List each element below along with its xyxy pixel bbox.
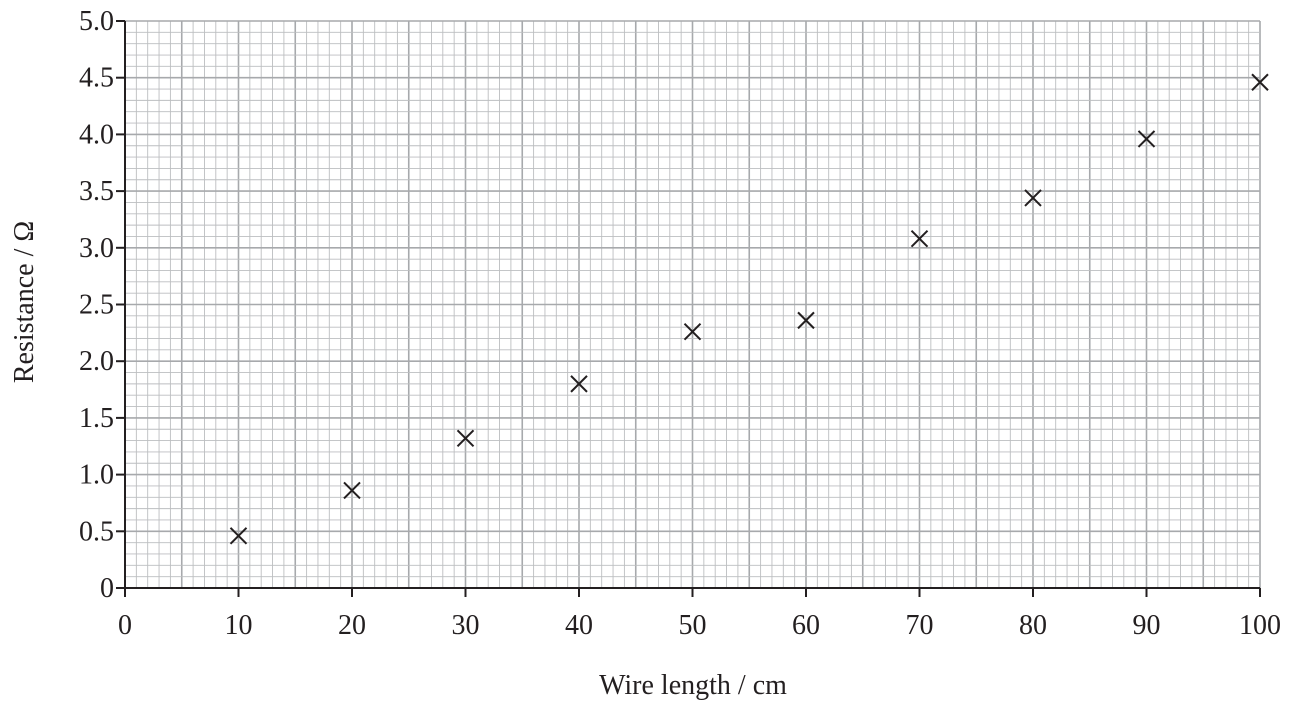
x-tick-label: 60 (792, 610, 820, 641)
cross-stroke (1251, 73, 1269, 91)
x-tick-label: 10 (225, 610, 253, 641)
x-tick-label: 20 (338, 610, 366, 641)
x-tick-label: 50 (679, 610, 707, 641)
data-point-cross (910, 230, 929, 248)
data-point-cross (1024, 189, 1042, 207)
data-point-cross (456, 429, 475, 448)
data-point-cross (229, 527, 248, 545)
chart-grid (124, 20, 1261, 589)
data-point-cross (343, 481, 361, 500)
y-tick-label: 5.0 (79, 6, 114, 37)
x-tick-label: 70 (906, 610, 934, 641)
cross-stroke (1024, 189, 1042, 207)
cross-stroke (1137, 130, 1156, 148)
x-axis-label: Wire length / cm (599, 670, 787, 701)
y-tick-label: 1.0 (79, 460, 114, 491)
cross-stroke (456, 429, 475, 448)
y-tick-label: 3.5 (79, 176, 114, 207)
x-tick-label: 100 (1239, 610, 1281, 641)
cross-stroke (343, 481, 361, 500)
x-tick-label: 30 (452, 610, 480, 641)
y-tick-label: 0 (100, 573, 114, 604)
cross-stroke (797, 311, 815, 330)
data-points (229, 73, 1269, 545)
y-tick-label: 3.0 (79, 233, 114, 264)
x-tick-label: 90 (1133, 610, 1161, 641)
chart-tick-labels: 0 10 20 30 40 50 60 70 80 90 100 0 0.5 1.0 1.5 2.0 2.5 3.… (79, 6, 1281, 641)
cross-stroke (229, 527, 248, 545)
x-tick-label: 40 (565, 610, 593, 641)
y-tick-label: 4.5 (79, 63, 114, 94)
cross-stroke (910, 230, 929, 248)
data-point-cross (1251, 73, 1269, 91)
y-axis-label: Resistance / Ω (9, 221, 40, 383)
data-point-cross (797, 311, 815, 330)
y-tick-label: 2.5 (79, 290, 114, 321)
y-tick-label: 0.5 (79, 516, 114, 547)
data-point-cross (570, 375, 588, 393)
x-tick-label: 0 (118, 610, 132, 641)
cross-stroke (683, 323, 702, 341)
x-tick-label: 80 (1019, 610, 1047, 641)
y-tick-label: 4.0 (79, 119, 114, 150)
cross-stroke (570, 375, 588, 393)
y-tick-label: 1.5 (79, 403, 114, 434)
data-point-cross (1137, 130, 1156, 148)
data-point-cross (683, 323, 702, 341)
y-tick-label: 2.0 (79, 346, 114, 377)
